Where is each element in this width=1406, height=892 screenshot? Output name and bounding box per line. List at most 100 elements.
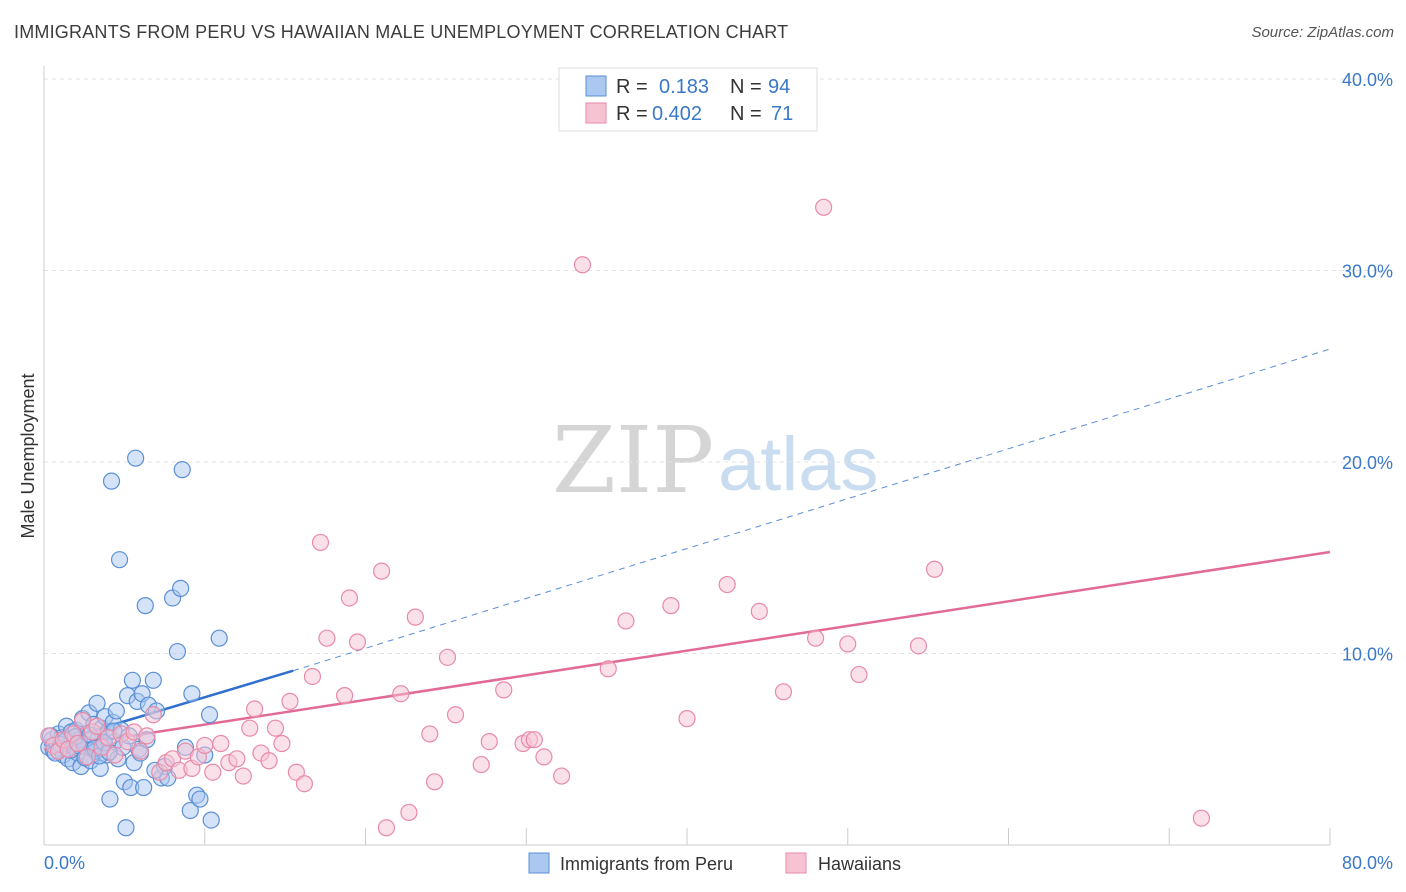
hawaiian-data-point bbox=[303, 667, 322, 686]
hawaiian-data-point bbox=[340, 589, 359, 607]
hawaiian-data-point bbox=[472, 755, 490, 774]
hawaiian-data-point bbox=[421, 725, 439, 743]
hawaiian-data-point bbox=[406, 608, 424, 626]
hawaiian-data-point bbox=[144, 706, 162, 724]
hawaiian-data-point bbox=[525, 731, 543, 749]
hawaiian-data-point bbox=[400, 803, 418, 822]
hawaiian-data-point bbox=[281, 692, 299, 710]
series-legend: Immigrants from Peru Hawaiians bbox=[528, 852, 901, 874]
peru-data-point bbox=[136, 597, 154, 615]
peru-data-point bbox=[117, 819, 135, 837]
watermark-zip: ZIP bbox=[552, 407, 714, 514]
hawaiian-data-point bbox=[774, 683, 793, 701]
hawaiian-data-point bbox=[241, 719, 259, 737]
peru-data-point bbox=[168, 642, 187, 661]
data-points bbox=[40, 198, 1211, 837]
tick-labels: 10.0% 20.0% 30.0% 40.0% 0.0% 80.0% bbox=[44, 70, 1393, 873]
hawaiian-data-point bbox=[78, 748, 97, 766]
hawaiian-data-point bbox=[815, 198, 833, 216]
chart-title: IMMIGRANTS FROM PERU VS HAWAIIAN MALE UN… bbox=[14, 22, 789, 42]
peru-data-point bbox=[102, 472, 121, 490]
x-tick-label: 80.0% bbox=[1342, 853, 1393, 873]
hawaiian-data-point bbox=[750, 602, 768, 620]
hawaiian-data-point bbox=[295, 775, 314, 793]
hawaiian-data-point bbox=[73, 711, 92, 730]
y-tick-label: 40.0% bbox=[1342, 70, 1393, 90]
grid-lines bbox=[44, 78, 1394, 654]
hawaiian-data-point bbox=[69, 734, 87, 753]
series-legend-swatch-blue bbox=[528, 852, 550, 874]
legend-n-value: 71 bbox=[771, 103, 793, 125]
peru-data-point bbox=[101, 790, 119, 808]
peru-data-point bbox=[202, 811, 220, 829]
legend-swatch-pink bbox=[585, 102, 607, 124]
hawaiian-data-point bbox=[204, 763, 222, 781]
legend-r-label: R = bbox=[616, 103, 648, 125]
series-legend-label: Immigrants from Peru bbox=[560, 854, 733, 874]
peru-data-point bbox=[110, 551, 129, 569]
hawaiian-data-point bbox=[599, 660, 617, 678]
hawaiian-data-point bbox=[426, 773, 444, 791]
hawaiian-data-point bbox=[678, 710, 696, 728]
peru-data-point bbox=[200, 706, 219, 724]
legend-n-label: N = bbox=[730, 76, 762, 98]
legend-r-value: 0.402 bbox=[652, 103, 702, 125]
hawaiian-data-point bbox=[925, 560, 944, 578]
hawaiian-data-point bbox=[553, 767, 571, 785]
hawaiian-data-point bbox=[260, 752, 278, 770]
legend-swatch-blue bbox=[585, 75, 607, 97]
peru-data-point bbox=[127, 449, 145, 467]
hawaiian-data-point bbox=[88, 717, 106, 735]
hawaiian-data-point bbox=[438, 648, 457, 666]
hawaiian-data-point bbox=[377, 819, 395, 837]
y-tick-label: 10.0% bbox=[1342, 645, 1393, 665]
source-attribution: Source: ZipAtlas.com bbox=[1251, 24, 1394, 41]
hawaiian-data-point bbox=[1192, 809, 1211, 827]
axes bbox=[43, 66, 1331, 846]
hawaiian-data-point bbox=[228, 750, 246, 768]
peru-data-point bbox=[88, 694, 106, 712]
peru-data-point bbox=[181, 801, 199, 820]
peru-data-point bbox=[183, 685, 201, 703]
hawaiian-data-point bbox=[392, 685, 410, 703]
hawaiian-data-point bbox=[617, 612, 635, 630]
peru-data-point bbox=[210, 629, 228, 647]
peru-data-point bbox=[107, 702, 125, 720]
y-tick-label: 20.0% bbox=[1342, 453, 1393, 473]
series-legend-label: Hawaiians bbox=[818, 854, 901, 874]
hawaiian-data-point bbox=[718, 575, 736, 594]
peru-data-point bbox=[172, 579, 190, 597]
hawaiian-data-point bbox=[234, 767, 252, 785]
peru-trend-extension bbox=[293, 348, 1331, 672]
peru-data-point bbox=[173, 461, 191, 479]
peru-data-point bbox=[144, 671, 162, 689]
hawaiian-data-point bbox=[196, 736, 214, 755]
hawaiian-data-point bbox=[318, 629, 336, 647]
hawaiian-data-point bbox=[348, 633, 367, 651]
hawaiian-data-point bbox=[495, 681, 513, 699]
hawaiian-data-point bbox=[850, 665, 868, 684]
hawaiian-data-point bbox=[839, 635, 857, 653]
series-legend-swatch-pink bbox=[785, 852, 807, 874]
hawaiian-data-point bbox=[138, 727, 156, 745]
hawaiian-data-point bbox=[311, 533, 330, 552]
hawaiian-data-point bbox=[480, 732, 498, 751]
peru-data-point bbox=[135, 778, 153, 797]
hawaiian-data-point bbox=[266, 719, 285, 737]
hawaiian-data-point bbox=[806, 629, 825, 647]
hawaiian-data-point bbox=[372, 562, 391, 580]
watermark-atlas: atlas bbox=[718, 422, 879, 507]
hawaiian-data-point bbox=[212, 734, 230, 753]
legend-n-label: N = bbox=[730, 103, 762, 125]
peru-data-point bbox=[191, 790, 209, 808]
hawaiian-data-point bbox=[446, 706, 465, 724]
hawaiian-data-point bbox=[245, 700, 264, 718]
y-tick-label: 30.0% bbox=[1342, 262, 1393, 282]
hawaiian-data-point bbox=[662, 597, 680, 615]
hawaiian-data-point bbox=[909, 637, 928, 655]
x-tick-label: 0.0% bbox=[44, 853, 85, 873]
legend-n-value: 94 bbox=[768, 76, 790, 98]
hawaiian-data-point bbox=[131, 742, 150, 760]
hawaiian-data-point bbox=[106, 746, 124, 764]
